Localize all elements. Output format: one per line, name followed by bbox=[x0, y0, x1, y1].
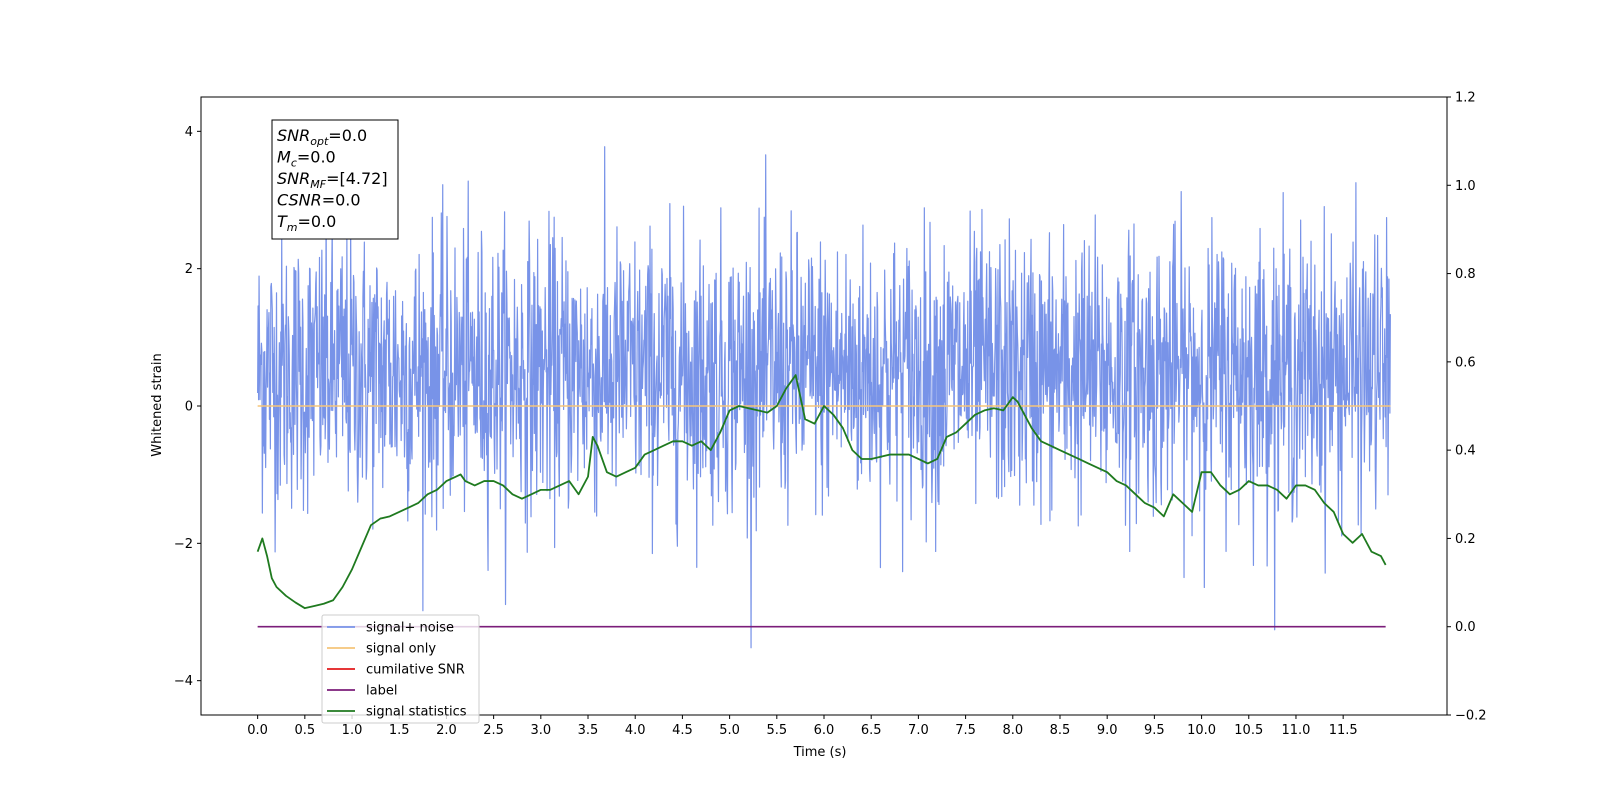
y2-tick-label: 0.2 bbox=[1455, 532, 1476, 547]
x-tick-label: 11.5 bbox=[1329, 723, 1358, 738]
x-tick-label: 5.5 bbox=[766, 723, 787, 738]
y2-tick-label: −0.2 bbox=[1455, 709, 1487, 724]
y-tick-label: 4 bbox=[185, 125, 193, 140]
y-tick-label: −2 bbox=[174, 537, 193, 552]
stats-line: Mc=0.0 bbox=[277, 148, 336, 170]
x-tick-label: 6.0 bbox=[814, 723, 835, 738]
x-tick-label: 2.0 bbox=[436, 723, 457, 738]
x-tick-label: 7.0 bbox=[908, 723, 929, 738]
x-tick-label: 0.0 bbox=[247, 723, 268, 738]
legend-label: signal statistics bbox=[366, 705, 467, 720]
x-tick-label: 7.5 bbox=[955, 723, 976, 738]
stats-line: SNRopt=0.0 bbox=[277, 126, 367, 148]
axes: 0.0 0.5 1.0 1.5 2.0 2.5 3.0 3.5 4.0 4.5 5.0 5.5 6.0 6… bbox=[174, 91, 1487, 739]
legend-label: signal+ noise bbox=[366, 621, 454, 636]
legend: signal+ noise signal only cumilative SNR la… bbox=[321, 614, 480, 724]
y2-tick-label: 0.8 bbox=[1455, 267, 1476, 282]
x-tick-label: 1.0 bbox=[342, 723, 363, 738]
x-tick-label: 4.5 bbox=[672, 723, 693, 738]
legend-label: signal only bbox=[366, 642, 436, 657]
y-axis-label: Whitened strain bbox=[150, 353, 165, 456]
stats-box-frame bbox=[271, 119, 399, 240]
x-tick-label: 8.0 bbox=[1002, 723, 1023, 738]
x-tick-label: 5.0 bbox=[719, 723, 740, 738]
series-signal-statistics-line bbox=[256, 374, 1387, 610]
legend-label: label bbox=[366, 684, 397, 699]
x-axis-label: Time (s) bbox=[793, 745, 847, 760]
stats-line: SNRMF=[4.72] bbox=[277, 169, 388, 191]
x-tick-label: 6.5 bbox=[861, 723, 882, 738]
legend-frame bbox=[321, 614, 480, 724]
x-tick-label: 9.0 bbox=[1097, 723, 1118, 738]
stats-line: CSNR=0.0 bbox=[277, 191, 361, 210]
x-tick-label: 0.5 bbox=[294, 723, 315, 738]
x-tick-label: 10.0 bbox=[1187, 723, 1216, 738]
x-tick-label: 4.0 bbox=[625, 723, 646, 738]
series-signal-noise-line bbox=[257, 146, 1391, 649]
x-tick-label: 9.5 bbox=[1144, 723, 1165, 738]
y-tick-label: −4 bbox=[174, 674, 193, 689]
x-tick-label: 10.5 bbox=[1234, 723, 1263, 738]
y2-tick-label: 1.2 bbox=[1455, 91, 1476, 106]
x-tick-label: 1.5 bbox=[389, 723, 410, 738]
stats-line: Tm=0.0 bbox=[277, 212, 336, 234]
x-tick-label: 3.0 bbox=[530, 723, 551, 738]
legend-label: cumilative SNR bbox=[366, 663, 465, 678]
x-tick-label: 3.5 bbox=[578, 723, 599, 738]
x-tick-label: 2.5 bbox=[483, 723, 504, 738]
x-tick-label: 11.0 bbox=[1281, 723, 1310, 738]
y-tick-label: 0 bbox=[185, 400, 193, 415]
y2-tick-label: 0.4 bbox=[1455, 444, 1476, 459]
x-tick-label: 8.5 bbox=[1050, 723, 1071, 738]
y-tick-label: 2 bbox=[185, 262, 193, 277]
y2-tick-label: 0.0 bbox=[1455, 620, 1476, 635]
y2-tick-label: 1.0 bbox=[1455, 179, 1476, 194]
y2-tick-label: 0.6 bbox=[1455, 355, 1476, 370]
